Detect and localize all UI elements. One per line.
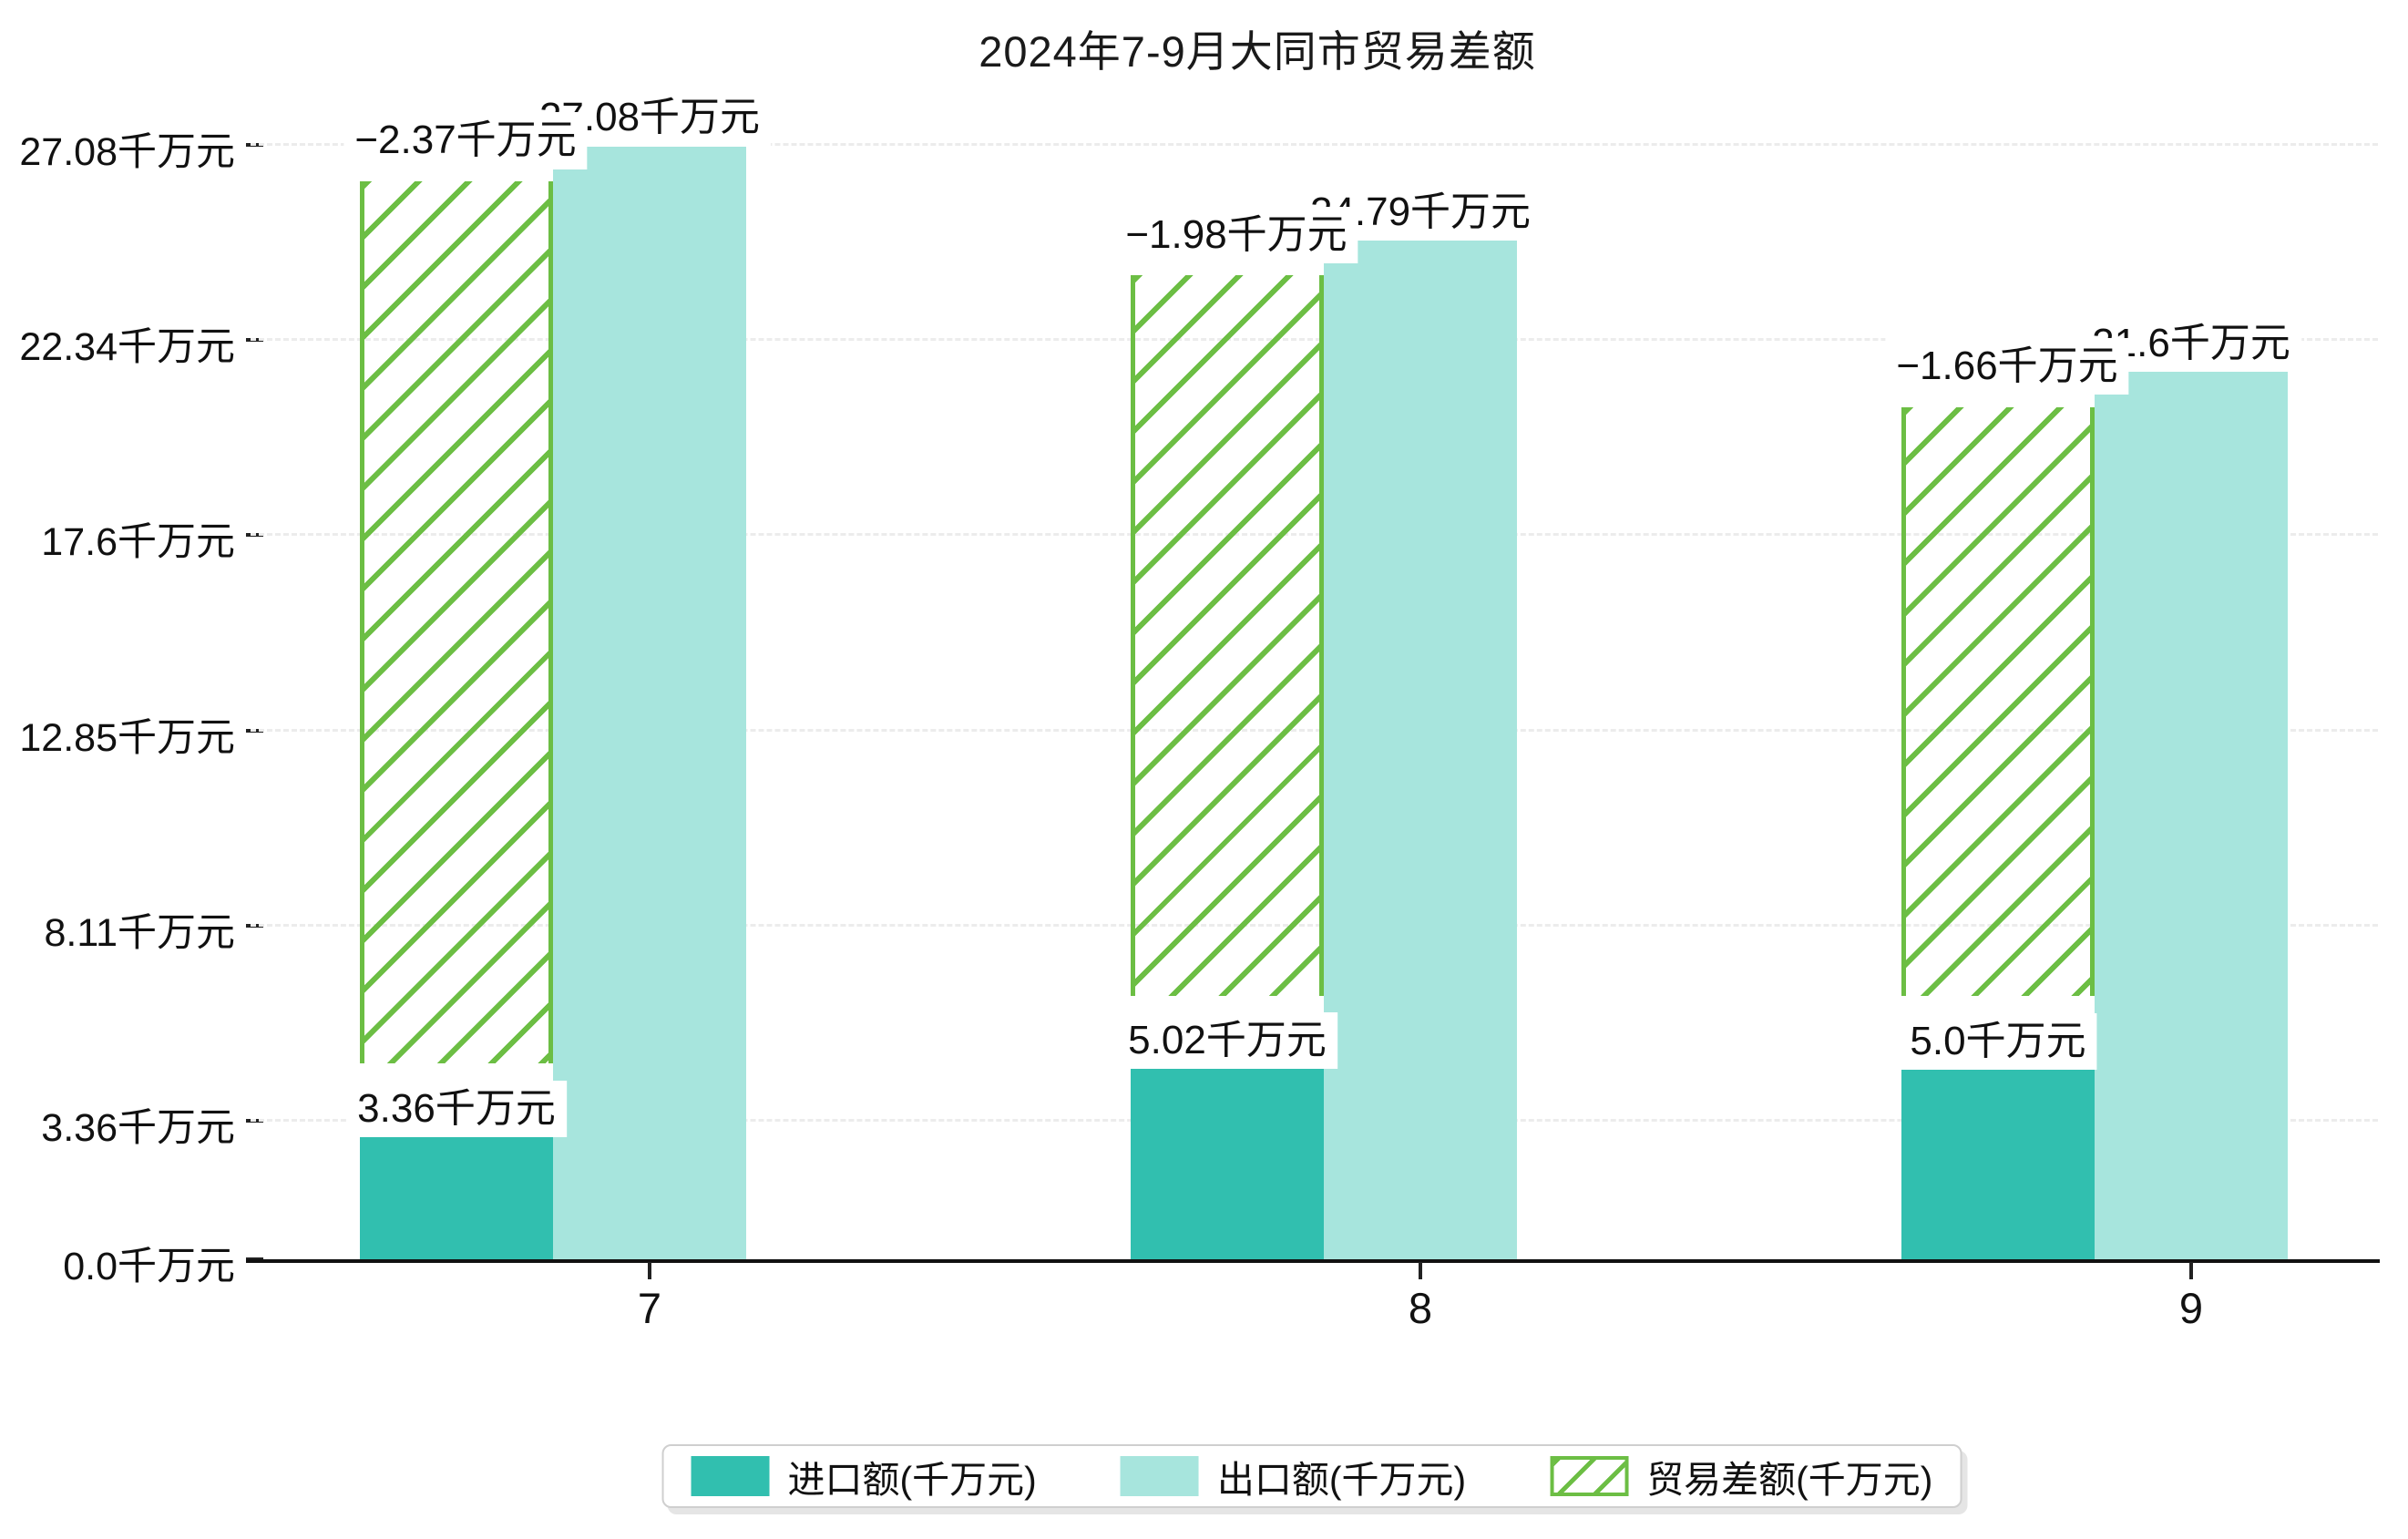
x-tick-mark [1419, 1262, 1422, 1279]
export-bar [2095, 370, 2288, 1259]
y-tick-label: 27.08千万元 [19, 129, 235, 174]
legend-label: 进口额(千万元) [787, 1459, 1037, 1501]
y-tick-label: 12.85千万元 [19, 715, 235, 760]
x-tick-label: 9 [2178, 1284, 2204, 1332]
export-bar [553, 144, 746, 1259]
legend-item-import: 进口额(千万元) [691, 1449, 1037, 1503]
import-value-label: 5.02千万元 [1117, 1011, 1337, 1070]
y-tick-label: 22.34千万元 [19, 324, 235, 369]
x-tick-label: 8 [1408, 1284, 1433, 1332]
y-tick-label: 8.11千万元 [44, 910, 236, 955]
import-value-label: 5.0千万元 [1899, 1012, 2097, 1071]
balance-value-label: −1.98千万元 [1114, 206, 1358, 264]
y-tick-label: 0.0千万元 [63, 1245, 235, 1288]
legend-swatch-export [1120, 1456, 1199, 1496]
balance-hatch-bar [1131, 275, 1324, 996]
export-bar [1324, 239, 1517, 1259]
legend-swatch-import [691, 1456, 770, 1496]
import-bar [1901, 1053, 2095, 1259]
legend-label: 贸易差额(千万元) [1646, 1459, 1933, 1501]
import-bar [360, 1121, 553, 1259]
legend-item-export: 出口额(千万元) [1120, 1449, 1467, 1503]
x-tick-mark [2189, 1262, 2193, 1279]
balance-value-label: −1.66千万元 [1885, 337, 2129, 395]
legend-item-balance: 贸易差额(千万元) [1550, 1449, 1932, 1503]
import-value-label: 3.36千万元 [346, 1080, 567, 1138]
import-bar [1131, 1052, 1324, 1259]
y-tick-label: 17.6千万元 [41, 520, 235, 564]
chart-title: 2024年7-9月大同市贸易差额 [979, 27, 1536, 76]
balance-hatch-bar [360, 180, 553, 1064]
x-tick-label: 7 [637, 1284, 662, 1332]
legend-label: 出口额(千万元) [1216, 1459, 1467, 1501]
gridline [251, 142, 2378, 146]
balance-value-label: −2.37千万元 [343, 112, 588, 169]
legend: 进口额(千万元) 出口额(千万元) 贸易差额(千万元) [661, 1444, 1962, 1508]
balance-hatch-bar [1901, 406, 2095, 996]
legend-swatch-balance [1550, 1456, 1629, 1496]
x-axis-line [246, 1259, 2380, 1263]
x-tick-mark [648, 1262, 651, 1279]
y-tick-label: 3.36千万元 [41, 1106, 235, 1151]
